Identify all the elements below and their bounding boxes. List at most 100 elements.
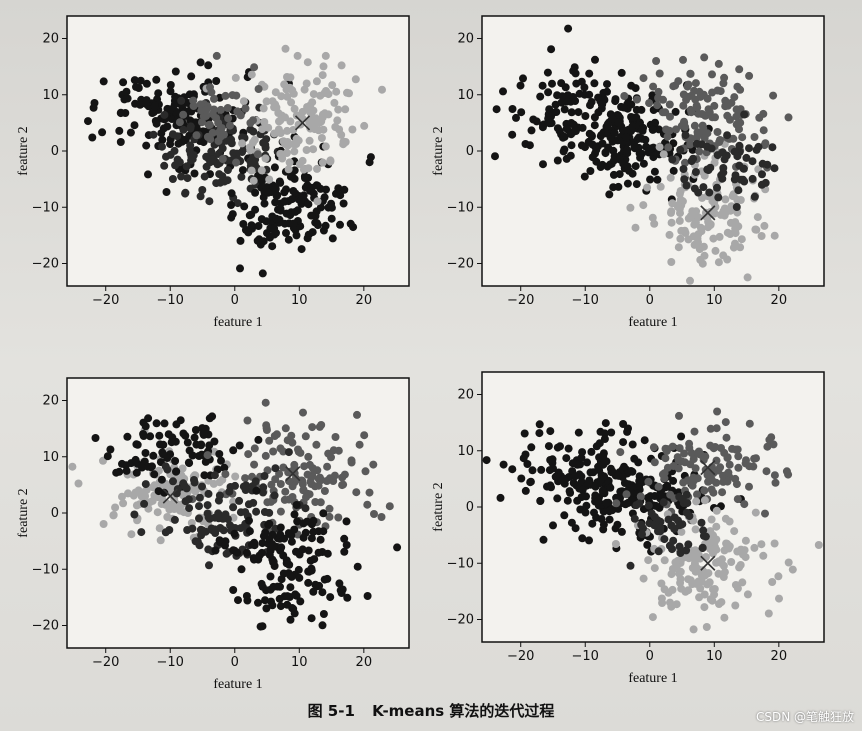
data-point — [693, 490, 701, 499]
data-point — [521, 486, 530, 495]
data-point — [168, 130, 177, 139]
data-point — [648, 125, 657, 134]
data-point — [163, 513, 172, 521]
data-point — [276, 480, 285, 488]
data-point — [333, 116, 342, 125]
data-point — [238, 166, 247, 175]
data-point — [564, 444, 573, 453]
data-point — [731, 171, 740, 180]
data-point — [156, 536, 165, 545]
data-point — [207, 147, 216, 156]
data-point — [592, 157, 601, 166]
data-point — [668, 585, 677, 594]
data-point — [188, 524, 197, 533]
data-point — [543, 482, 551, 491]
data-point — [625, 166, 634, 175]
data-point — [222, 136, 231, 145]
data-point — [229, 149, 238, 158]
data-point — [304, 173, 313, 182]
data-point — [740, 110, 749, 119]
data-point — [712, 424, 721, 433]
data-point — [688, 564, 697, 572]
data-point — [244, 500, 253, 509]
data-point — [305, 136, 314, 145]
data-point — [272, 214, 281, 223]
data-point — [711, 113, 719, 122]
data-point — [226, 521, 234, 530]
data-point — [323, 462, 332, 471]
data-point — [229, 586, 238, 594]
data-point — [268, 555, 277, 564]
data-point — [208, 128, 217, 137]
data-point — [751, 225, 760, 234]
data-point — [163, 465, 172, 474]
data-point — [699, 124, 708, 133]
data-point — [309, 587, 318, 596]
data-point — [230, 529, 239, 538]
data-point — [726, 115, 734, 124]
data-point — [165, 526, 174, 534]
x-tick-label: 20 — [356, 655, 373, 670]
data-point — [159, 440, 168, 449]
data-point — [725, 460, 734, 469]
data-point — [212, 77, 221, 85]
data-point — [182, 162, 191, 171]
data-point — [284, 235, 293, 244]
data-point — [580, 172, 589, 181]
data-point — [696, 223, 705, 232]
data-point — [587, 131, 596, 140]
data-point — [544, 442, 553, 451]
data-point — [682, 95, 691, 104]
x-tick-label: 20 — [356, 293, 373, 308]
data-point — [675, 569, 684, 578]
data-point — [695, 147, 704, 156]
data-point — [179, 125, 188, 134]
data-point — [730, 527, 739, 536]
data-point — [770, 539, 779, 548]
data-point — [532, 117, 541, 126]
data-point — [132, 468, 141, 477]
data-point — [191, 426, 200, 434]
data-point — [607, 468, 616, 477]
data-point — [257, 177, 266, 185]
data-point — [334, 105, 343, 114]
data-point — [324, 110, 333, 119]
scatter-points — [68, 398, 402, 631]
data-point — [314, 126, 323, 135]
data-point — [726, 206, 735, 215]
data-point — [590, 121, 599, 130]
data-point — [275, 177, 284, 186]
data-point — [691, 79, 700, 88]
data-point — [261, 596, 269, 605]
data-point — [141, 480, 150, 489]
data-point — [713, 183, 721, 192]
data-point — [677, 432, 686, 441]
data-point — [708, 88, 717, 97]
data-point — [283, 92, 292, 101]
data-point — [276, 507, 285, 516]
data-point — [646, 175, 655, 184]
data-point — [631, 223, 640, 232]
data-point — [205, 561, 213, 570]
y-tick-label: 10 — [42, 450, 59, 465]
data-point — [623, 427, 632, 436]
data-point — [319, 62, 328, 71]
data-point — [674, 243, 683, 252]
data-point — [132, 501, 141, 510]
data-point — [740, 546, 749, 555]
data-point — [669, 166, 678, 175]
data-point — [235, 441, 244, 450]
data-point — [353, 562, 362, 571]
y-axis-label: feature 2 — [16, 488, 31, 537]
data-point — [314, 548, 323, 557]
data-point — [210, 525, 219, 534]
data-point — [157, 129, 166, 138]
data-point — [274, 125, 283, 134]
data-point — [719, 79, 728, 88]
data-point — [708, 70, 716, 79]
data-point — [154, 89, 163, 98]
data-point — [122, 466, 131, 475]
data-point — [202, 105, 211, 114]
x-axis-label: feature 1 — [628, 671, 677, 686]
data-point — [628, 122, 637, 131]
